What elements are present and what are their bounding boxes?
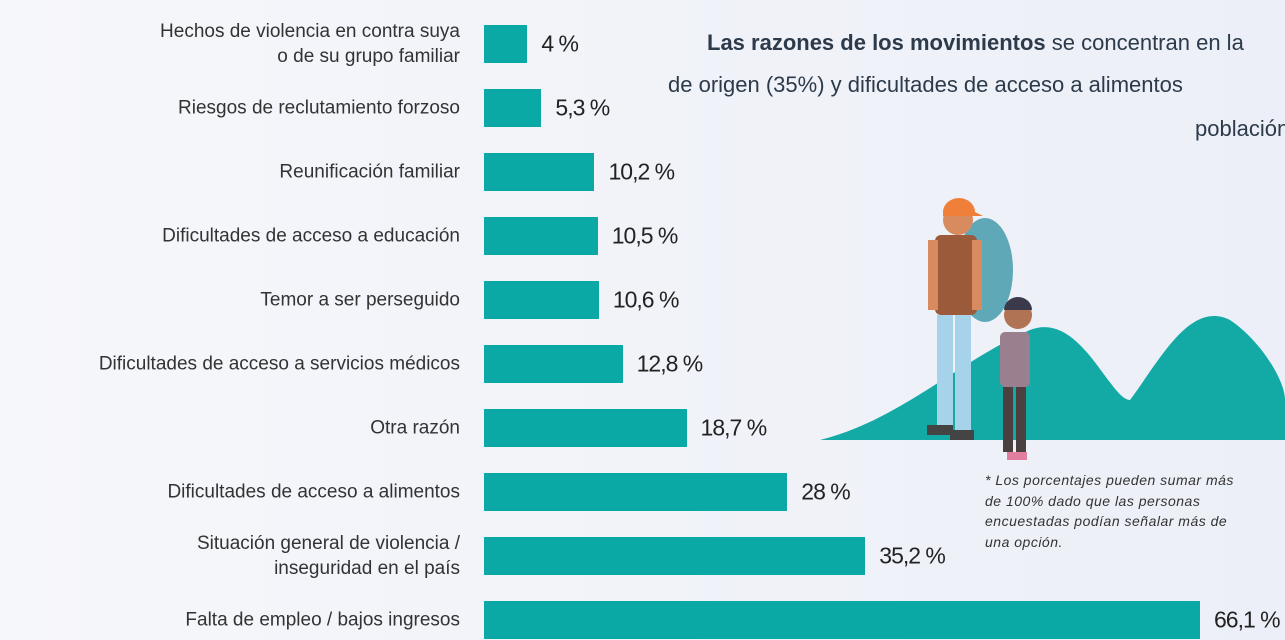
bar: [484, 281, 599, 319]
bar: [484, 89, 542, 127]
bar: [484, 537, 866, 575]
category-label: Riesgos de reclutamiento forzoso: [178, 97, 460, 119]
value-label: 10,2 %: [608, 158, 675, 185]
value-label: 10,5 %: [611, 222, 679, 249]
footnote: * Los porcentajes pueden sumar más: [985, 472, 1234, 488]
annotation-text: se concentran en la: [1045, 30, 1244, 55]
bar: [484, 409, 687, 447]
bar: [484, 153, 595, 191]
category-label: Situación general de violencia / insegur…: [196, 533, 460, 579]
category-label: Reunificación familiar: [279, 161, 460, 183]
category-label: Temor a ser perseguido: [260, 289, 460, 311]
value-label: 5,3 %: [555, 94, 610, 121]
bar: [484, 473, 788, 511]
value-label: 28 %: [801, 478, 850, 505]
value-label: 35,2 %: [879, 542, 946, 569]
value-label: 10,6 %: [612, 286, 680, 313]
footnote: una opción.: [985, 533, 1063, 550]
category-label: Hechos de violencia en contra suya o de …: [160, 21, 460, 67]
category-label: Dificultades de acceso a servicios médic…: [98, 353, 460, 375]
footnote: de 100% dado que las personas: [985, 492, 1201, 509]
annotation: de origen (35%) y dificultades de acceso…: [668, 72, 1183, 97]
footnote: encuestadas podían señalar más de: [985, 513, 1228, 529]
annotation: Las razones de los movimientos se concen…: [707, 30, 1244, 56]
category-label: Falta de empleo / bajos ingresos: [185, 609, 460, 631]
adult: [927, 198, 1013, 440]
hill: [820, 316, 1285, 440]
annotation-bold: Las razones de los movimientos: [707, 30, 1046, 55]
child: [1000, 297, 1032, 460]
bar: [484, 345, 623, 383]
category-label: Otra razón: [370, 417, 460, 439]
category-label: Dificultades de acceso a alimentos: [167, 481, 460, 503]
bar: [484, 25, 528, 63]
value-label: 66,1 %: [1214, 606, 1281, 633]
value-label: 18,7 %: [700, 414, 768, 441]
category-label: Dificultades de acceso a educación: [162, 225, 460, 247]
value-label: 12,8 %: [636, 350, 704, 377]
bar: [484, 217, 598, 255]
value-label: 4 %: [541, 30, 579, 57]
annotation: población: [1195, 116, 1285, 141]
bar: [484, 601, 1200, 639]
